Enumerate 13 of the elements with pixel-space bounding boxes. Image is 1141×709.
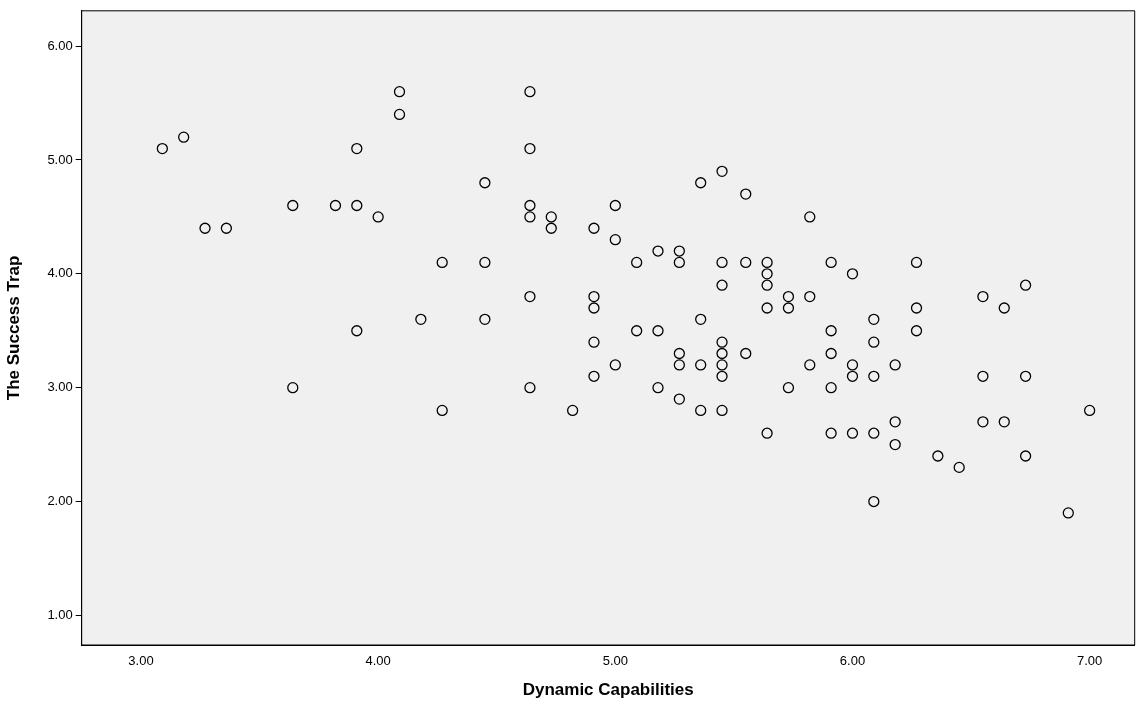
x-axis-title: Dynamic Capabilities — [522, 680, 694, 700]
y-tick-label: 2.00 — [47, 493, 73, 509]
y-tick-label: 1.00 — [47, 606, 73, 622]
y-tick-label: 5.00 — [47, 151, 73, 167]
y-tick-label: 6.00 — [47, 37, 73, 53]
y-tick-label: 4.00 — [47, 265, 73, 281]
x-tick-label: 3.00 — [128, 653, 154, 669]
y-axis-title: The Success Trap — [3, 255, 23, 401]
x-tick-label: 5.00 — [602, 653, 628, 669]
x-tick-label: 4.00 — [365, 653, 391, 669]
y-tick-label: 3.00 — [47, 379, 73, 395]
x-tick-label: 6.00 — [839, 653, 866, 669]
x-tick-label: 7.00 — [1076, 653, 1103, 669]
